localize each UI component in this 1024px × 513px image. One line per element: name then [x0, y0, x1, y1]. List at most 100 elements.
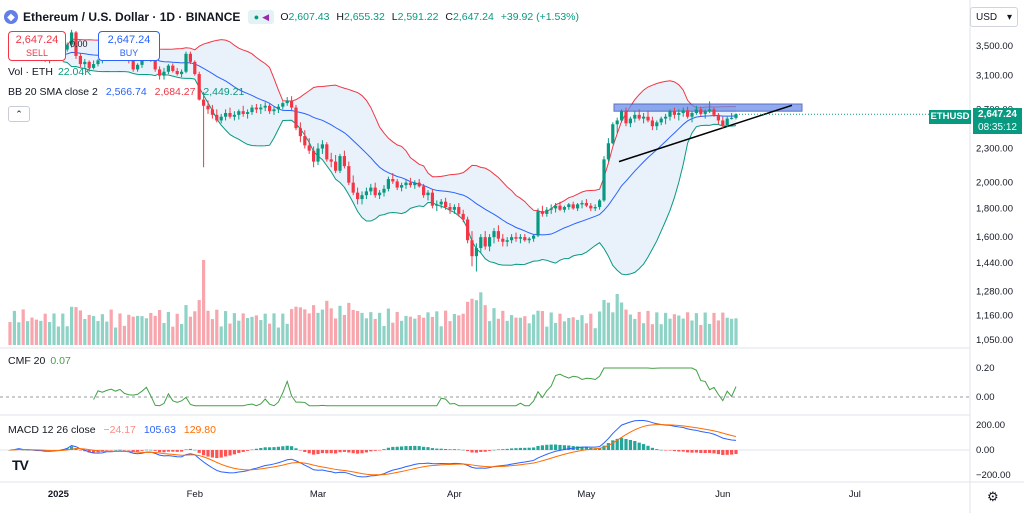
volume-bar [232, 313, 236, 345]
candle-body [642, 116, 646, 119]
currency-selector[interactable]: USD ▾ [970, 7, 1018, 27]
volume-bar [430, 316, 434, 345]
macd-histogram-bar [184, 449, 188, 450]
candle-body [254, 107, 258, 110]
candle-body [285, 100, 289, 104]
candle-body [518, 237, 522, 239]
candle-body [259, 107, 263, 110]
macd-histogram-bar [224, 450, 228, 457]
candle-body [708, 109, 712, 112]
volume-bar [606, 302, 610, 345]
macd-histogram-bar [584, 447, 588, 450]
settings-gear-icon[interactable]: ⚙ [987, 489, 999, 504]
volume-bar [8, 322, 12, 345]
volume-bar [105, 321, 109, 345]
macd-histogram-bar [558, 444, 562, 450]
ascending-trendline [618, 104, 793, 163]
eye-icon: ● [253, 12, 260, 22]
volume-bar [197, 300, 201, 345]
price-tick-label: 1,160.00 [976, 311, 1013, 322]
volume-bar [364, 318, 368, 345]
candle-body [224, 113, 228, 117]
macd-histogram-bar [527, 447, 531, 450]
candle-body [444, 201, 448, 208]
macd-histogram-bar [681, 450, 685, 452]
volume-bar [734, 318, 738, 345]
macd-histogram-bar [215, 450, 219, 459]
macd-histogram-bar [131, 450, 135, 452]
macd-histogram-bar [554, 444, 558, 450]
candle-body [404, 182, 408, 186]
macd-histogram-bar [329, 450, 333, 454]
sell-button[interactable]: 2,647.24 SELL [8, 31, 66, 61]
tradingview-logo[interactable]: TV [12, 457, 29, 473]
volume-bar [263, 313, 267, 345]
volume-bar [65, 326, 69, 345]
macd-histogram-bar [567, 445, 571, 450]
price-tick-label: 3,500.00 [976, 41, 1013, 52]
macd-legend[interactable]: MACD 12 26 close −24.17 105.63 129.80 [8, 424, 216, 436]
collapse-legend-button[interactable]: ⌃ [8, 106, 30, 122]
volume-bar [426, 312, 430, 345]
price-tick-label: 1,600.00 [976, 232, 1013, 243]
candle-body [87, 61, 91, 68]
candle-body [439, 201, 443, 205]
buy-button[interactable]: 2,647.24 BUY [98, 31, 160, 61]
volume-bar [567, 317, 571, 345]
macd-histogram-bar [501, 449, 505, 450]
candle-body [92, 64, 96, 68]
macd-histogram-bar [250, 449, 254, 451]
chevron-down-icon: ▾ [1006, 11, 1012, 23]
macd-histogram-bar [259, 447, 263, 450]
macd-histogram-bar [303, 450, 307, 452]
candle-body [690, 113, 694, 117]
volume-bar [312, 305, 316, 345]
macd-histogram-bar [202, 450, 206, 456]
candle-body [598, 200, 602, 208]
macd-histogram-bar [408, 446, 412, 450]
macd-histogram-bar [356, 450, 360, 454]
macd-histogram-bar [730, 450, 734, 455]
macd-histogram-bar [338, 450, 342, 453]
macd-histogram-bar [193, 449, 197, 451]
bollinger-upper-line [62, 38, 737, 213]
macd-histogram-bar [655, 449, 659, 450]
macd-histogram-bar [364, 450, 368, 453]
cmf-legend[interactable]: CMF 20 0.07 [8, 355, 71, 367]
volume-bar [479, 292, 483, 345]
macd-histogram-bar [699, 450, 703, 453]
macd-histogram-bar [725, 450, 729, 455]
volume-bar [382, 325, 386, 345]
sell-price: 2,647.24 [15, 34, 59, 46]
macd-histogram-bar [430, 448, 434, 450]
macd-histogram-bar [325, 450, 329, 454]
volume-bar [536, 310, 540, 345]
candle-body [584, 203, 588, 206]
candle-body [426, 192, 430, 196]
macd-histogram-bar [175, 450, 179, 452]
volume-bar [34, 319, 38, 345]
candle-body [510, 237, 514, 241]
macd-histogram-bar [532, 447, 536, 450]
volume-bar [708, 323, 712, 345]
volume-legend[interactable]: Vol · ETH 22.04K [8, 66, 92, 78]
macd-histogram-bar [158, 450, 162, 453]
macd-histogram-bar [448, 449, 452, 450]
bollinger-legend[interactable]: BB 20 SMA close 2 2,566.74 2,684.27 2,44… [8, 86, 245, 98]
volume-bar [316, 312, 320, 345]
visibility-toggle[interactable]: ● ◀ [248, 10, 275, 24]
macd-histogram-bar [272, 447, 276, 450]
macd-tick-label: −200.00 [976, 470, 1011, 481]
candle-body [175, 70, 179, 75]
macd-histogram-bar [347, 450, 351, 453]
macd-histogram-bar [369, 450, 373, 452]
volume-bar [281, 313, 285, 345]
symbol-title[interactable]: Ethereum / U.S. Dollar · 1D · BINANCE [23, 10, 241, 24]
macd-histogram-bar [166, 450, 170, 452]
candle-body [681, 110, 685, 114]
volume-bar [699, 324, 703, 345]
candle-body [140, 58, 144, 65]
candle-body [78, 55, 82, 65]
